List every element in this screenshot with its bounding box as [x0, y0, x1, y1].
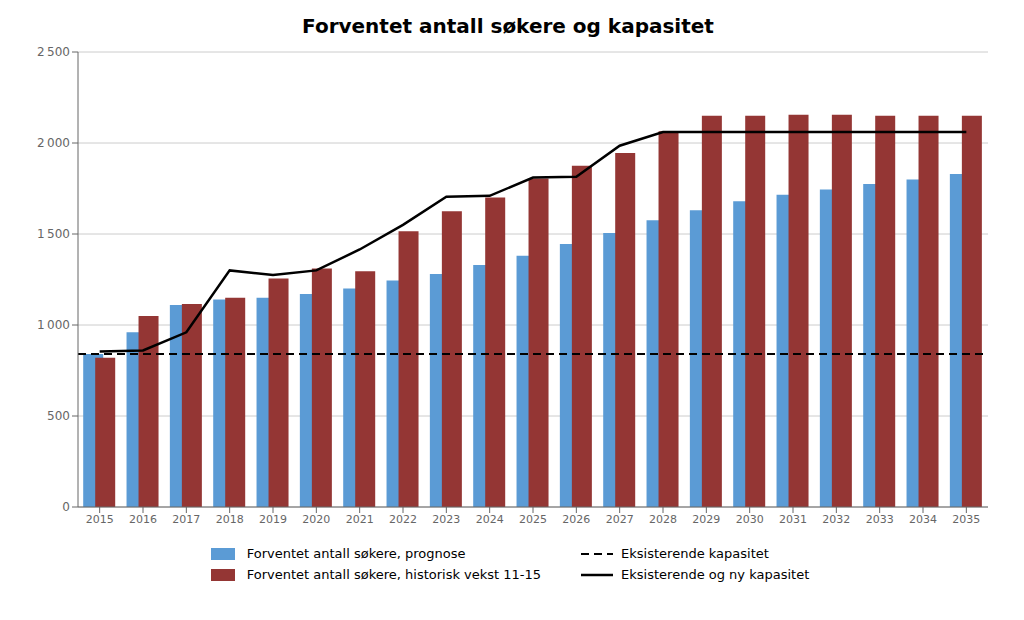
svg-text:2031: 2031: [779, 513, 807, 526]
html-text:Eksisterende og ny kapasitet: Eksisterende og ny kapasitet: [621, 567, 810, 582]
svg-text:2 000: 2 000: [37, 136, 70, 150]
svg-text:2018: 2018: [216, 513, 244, 526]
svg-text:2030: 2030: [736, 513, 764, 526]
svg-text:2028: 2028: [649, 513, 677, 526]
svg-text:2033: 2033: [866, 513, 894, 526]
svg-text:0: 0: [62, 500, 70, 514]
html-text:Forventet antall søkere, progn: Forventet antall søkere, prognose: [246, 546, 466, 561]
svg-text:1 000: 1 000: [37, 318, 70, 332]
svg-text:2017: 2017: [172, 513, 200, 526]
html-text:Eksisterende kapasitet: Eksisterende kapasitet: [621, 546, 769, 561]
svg-text:2027: 2027: [606, 513, 634, 526]
svg-text:2035: 2035: [952, 513, 980, 526]
html-text:Forventet antall søkere og kap: Forventet antall søkere og kapasitet: [302, 14, 714, 38]
svg-text:2016: 2016: [129, 513, 157, 526]
svg-text:2024: 2024: [476, 513, 504, 526]
html-text:Forventet antall søkere, histo: Forventet antall søkere, historisk vekst…: [246, 567, 542, 582]
svg-text:500: 500: [47, 409, 70, 423]
svg-text:2 500: 2 500: [37, 45, 70, 59]
svg-text:2034: 2034: [909, 513, 937, 526]
svg-text:2025: 2025: [519, 513, 547, 526]
svg-text:1 500: 1 500: [37, 227, 70, 241]
svg-text:2026: 2026: [562, 513, 590, 526]
svg-text:2022: 2022: [389, 513, 417, 526]
svg-text:2019: 2019: [259, 513, 287, 526]
svg-text:2015: 2015: [86, 513, 114, 526]
svg-text:2029: 2029: [692, 513, 720, 526]
svg-text:2021: 2021: [346, 513, 374, 526]
svg-text:2032: 2032: [822, 513, 850, 526]
svg-text:2020: 2020: [302, 513, 330, 526]
svg-text:2023: 2023: [432, 513, 460, 526]
